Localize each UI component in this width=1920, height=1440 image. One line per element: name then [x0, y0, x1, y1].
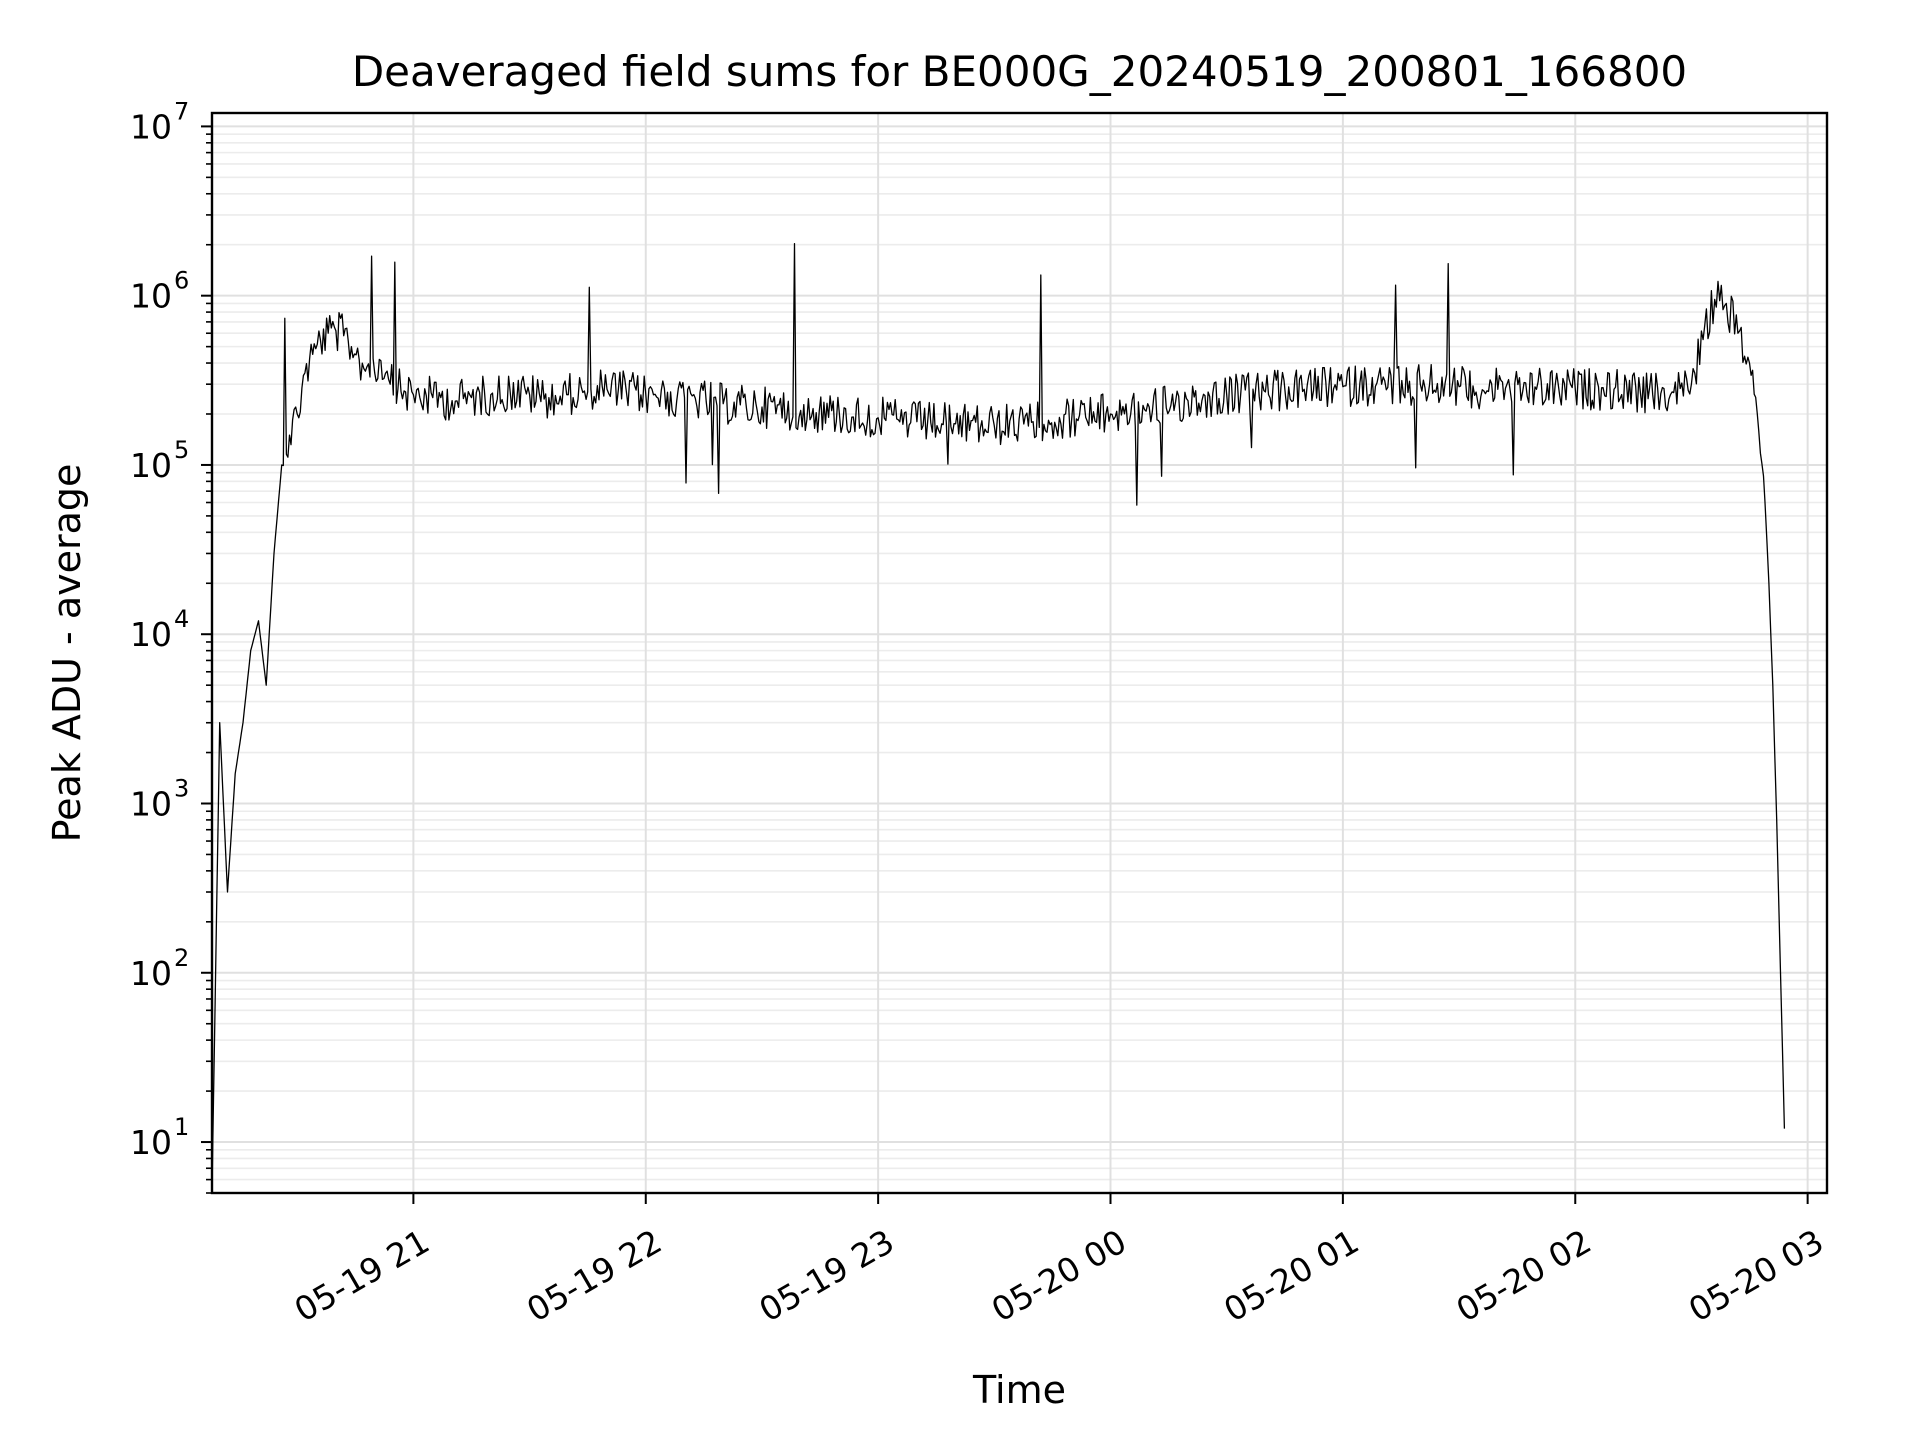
y-tick-label-base: 10 [130, 277, 172, 316]
y-tick-label-exponent: 2 [174, 944, 189, 972]
y-tick-label: 10 6 [130, 267, 189, 316]
y-tick-label-base: 10 [130, 954, 172, 993]
y-tick-label-base: 10 [130, 615, 172, 654]
series-line [211, 242, 1786, 1194]
y-tick-label: 10 7 [130, 97, 189, 146]
y-tick-label: 10 4 [130, 605, 189, 654]
y-tick-label-exponent: 5 [174, 436, 189, 464]
y-tick-label: 10 1 [130, 1113, 189, 1162]
y-tick-label-base: 10 [130, 1123, 172, 1162]
y-tick-label-exponent: 4 [174, 605, 189, 633]
y-tick-label-exponent: 1 [174, 1113, 189, 1141]
y-tick-label-base: 10 [130, 784, 172, 823]
y-tick-label-exponent: 3 [174, 774, 189, 802]
y-tick-label-base: 10 [130, 446, 172, 485]
x-axis-label: Time [972, 1368, 1066, 1412]
y-tick-label: 10 2 [130, 944, 189, 993]
y-tick-label: 10 5 [130, 436, 189, 485]
y-tick-label-exponent: 7 [174, 97, 189, 125]
y-tick-label-base: 10 [130, 107, 172, 146]
y-tick-label-exponent: 6 [174, 267, 189, 295]
plot-frame [210, 111, 1829, 1195]
y-tick-label: 10 3 [130, 774, 189, 823]
chart-title: Deaveraged field sums for BE000G_2024051… [352, 47, 1687, 96]
series-layer [211, 242, 1786, 1194]
y-axis-label: Peak ADU - average [45, 464, 89, 843]
